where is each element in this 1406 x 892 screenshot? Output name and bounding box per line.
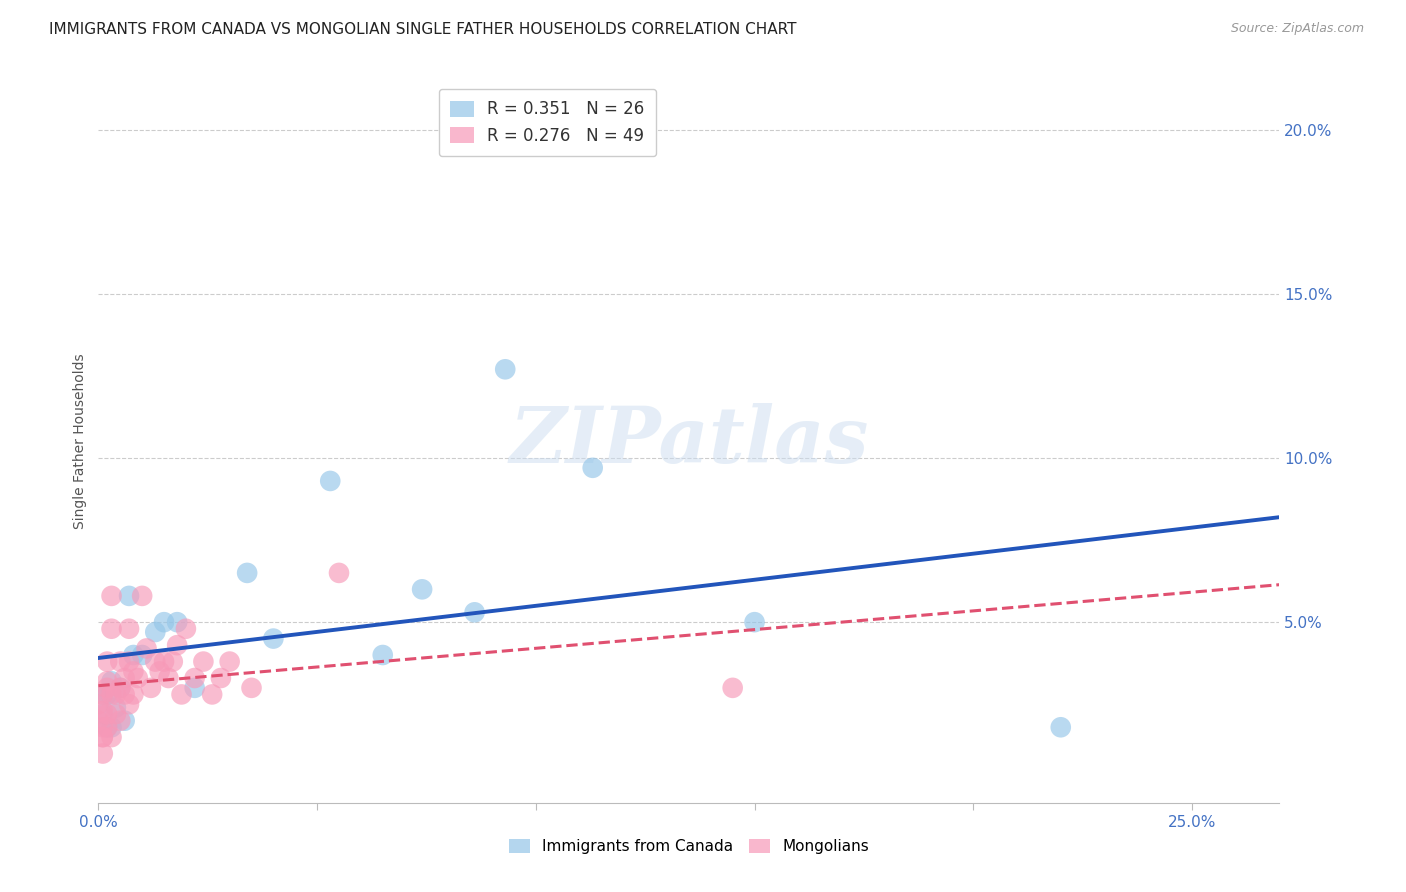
- Point: [122, 665, 145, 679]
- Point: [96, 720, 118, 734]
- Point: [143, 655, 166, 669]
- Point: [104, 700, 127, 714]
- Text: IMMIGRANTS FROM CANADA VS MONGOLIAN SINGLE FATHER HOUSEHOLDS CORRELATION CHART: IMMIGRANTS FROM CANADA VS MONGOLIAN SING…: [49, 22, 797, 37]
- Point: [104, 687, 127, 701]
- Point: [236, 566, 259, 580]
- Point: [114, 714, 136, 728]
- Y-axis label: Single Father Households: Single Father Households: [73, 354, 87, 529]
- Point: [174, 622, 197, 636]
- Point: [87, 698, 110, 712]
- Point: [218, 655, 240, 669]
- Point: [110, 681, 132, 695]
- Point: [96, 720, 118, 734]
- Point: [721, 681, 744, 695]
- Point: [494, 362, 516, 376]
- Point: [96, 707, 118, 722]
- Point: [183, 681, 205, 695]
- Point: [166, 615, 188, 630]
- Point: [100, 622, 122, 636]
- Point: [96, 674, 118, 689]
- Point: [96, 687, 118, 701]
- Point: [100, 730, 122, 744]
- Text: Source: ZipAtlas.com: Source: ZipAtlas.com: [1230, 22, 1364, 36]
- Point: [143, 625, 166, 640]
- Point: [96, 681, 118, 695]
- Point: [328, 566, 350, 580]
- Point: [319, 474, 342, 488]
- Point: [464, 605, 486, 619]
- Point: [104, 707, 127, 722]
- Point: [153, 655, 176, 669]
- Point: [100, 589, 122, 603]
- Point: [131, 648, 153, 662]
- Point: [371, 648, 394, 662]
- Point: [91, 704, 114, 718]
- Point: [118, 655, 141, 669]
- Point: [166, 638, 188, 652]
- Point: [118, 622, 141, 636]
- Point: [110, 655, 132, 669]
- Point: [262, 632, 284, 646]
- Point: [91, 687, 114, 701]
- Point: [118, 589, 141, 603]
- Point: [118, 698, 141, 712]
- Point: [87, 714, 110, 728]
- Point: [135, 641, 157, 656]
- Point: [240, 681, 263, 695]
- Point: [91, 730, 114, 744]
- Point: [582, 460, 605, 475]
- Point: [91, 747, 114, 761]
- Point: [744, 615, 766, 630]
- Point: [170, 687, 193, 701]
- Point: [149, 665, 172, 679]
- Point: [100, 687, 122, 701]
- Point: [157, 671, 180, 685]
- Point: [114, 687, 136, 701]
- Point: [127, 671, 149, 685]
- Point: [201, 687, 224, 701]
- Point: [110, 681, 132, 695]
- Point: [131, 589, 153, 603]
- Point: [411, 582, 433, 597]
- Point: [153, 615, 176, 630]
- Point: [122, 648, 145, 662]
- Point: [100, 674, 122, 689]
- Point: [209, 671, 232, 685]
- Text: ZIPatlas: ZIPatlas: [509, 403, 869, 480]
- Point: [162, 655, 184, 669]
- Point: [91, 687, 114, 701]
- Point: [91, 707, 114, 722]
- Point: [183, 671, 205, 685]
- Point: [91, 730, 114, 744]
- Point: [110, 714, 132, 728]
- Point: [1049, 720, 1071, 734]
- Point: [139, 681, 162, 695]
- Point: [193, 655, 215, 669]
- Point: [96, 655, 118, 669]
- Point: [114, 671, 136, 685]
- Legend: Immigrants from Canada, Mongolians: Immigrants from Canada, Mongolians: [502, 832, 876, 860]
- Point: [100, 720, 122, 734]
- Point: [91, 720, 114, 734]
- Point: [122, 687, 145, 701]
